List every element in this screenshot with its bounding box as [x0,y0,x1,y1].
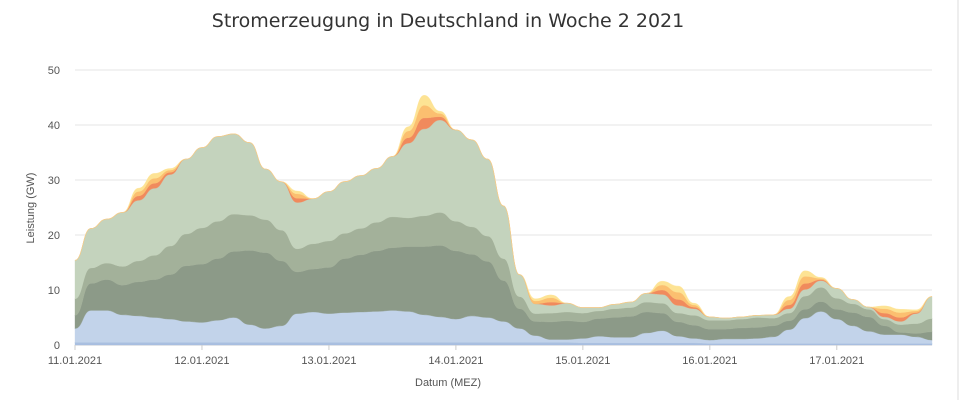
chart-title: Stromerzeugung in Deutschland in Woche 2… [212,10,684,32]
x-tick-label: 15.01.2021 [555,355,610,367]
x-tick-label: 17.01.2021 [809,355,864,367]
x-tick-label: 16.01.2021 [682,355,737,367]
area-series-8 [74,94,933,319]
y-tick-label: 50 [48,65,60,77]
y-tick-label: 0 [54,340,60,352]
y-tick-label: 10 [48,285,60,297]
x-tick-label: 14.01.2021 [428,355,483,367]
y-tick-label: 30 [48,175,60,187]
stacked-areas [74,94,933,346]
y-tick-label: 20 [48,230,60,242]
x-tick-label: 11.01.2021 [48,355,102,367]
y-axis-label: Leistung (GW) [25,173,37,244]
y-tick-labels: 0 10 20 30 40 50 [48,65,60,352]
x-tick-labels: 11.01.2021 12.01.2021 13.01.2021 14.01.2021… [48,345,864,367]
x-axis-label: Datum (MEZ) [415,377,481,389]
y-tick-label: 40 [48,120,60,132]
x-tick-label: 13.01.2021 [301,355,356,367]
x-tick-label: 12.01.2021 [174,355,229,367]
